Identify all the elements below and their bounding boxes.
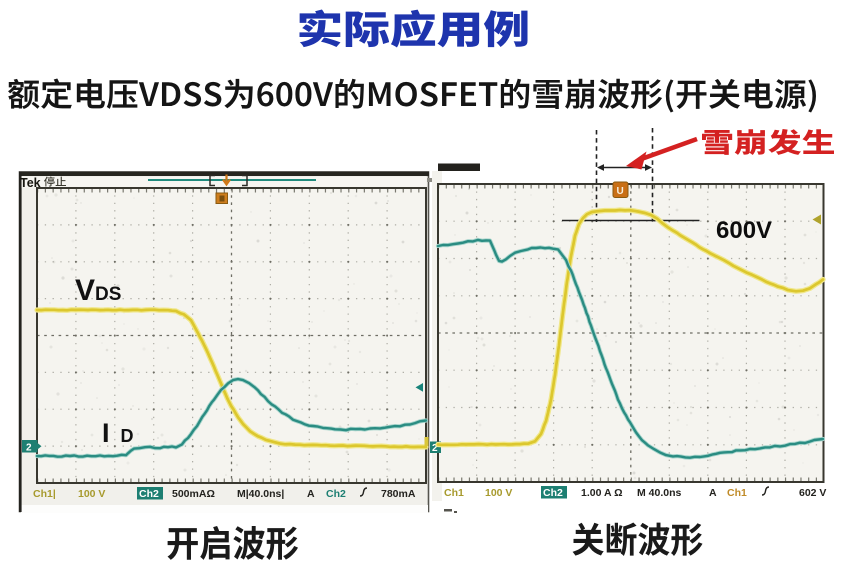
svg-text:100 V: 100 V	[485, 487, 512, 499]
svg-text:A: A	[307, 488, 315, 500]
svg-text:100 V: 100 V	[78, 488, 105, 500]
svg-text:500mAΩ: 500mAΩ	[172, 488, 215, 500]
svg-text:2: 2	[26, 443, 32, 454]
svg-text:Ch2: Ch2	[326, 488, 346, 500]
svg-text:Ch2: Ch2	[543, 487, 563, 499]
svg-text:Ch2: Ch2	[139, 488, 159, 500]
svg-text:M|40.0ns|: M|40.0ns|	[237, 488, 284, 500]
svg-text:M 40.0ns: M 40.0ns	[637, 487, 682, 499]
svg-text:A: A	[709, 487, 717, 499]
svg-text:1.00 A Ω: 1.00 A Ω	[581, 487, 623, 499]
svg-text:Ch1|: Ch1|	[33, 488, 56, 500]
svg-text:Ch1: Ch1	[727, 487, 747, 499]
svg-text:Ch1: Ch1	[444, 487, 464, 499]
svg-text:602 V: 602 V	[799, 487, 826, 499]
svg-text:U: U	[617, 186, 624, 197]
svg-text:2: 2	[432, 443, 438, 454]
svg-text:780mA: 780mA	[381, 488, 416, 500]
